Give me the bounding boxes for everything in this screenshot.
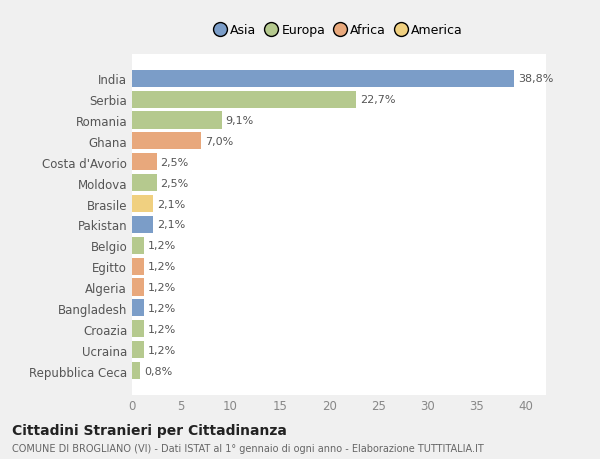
Text: 1,2%: 1,2%: [148, 324, 176, 334]
Text: 9,1%: 9,1%: [226, 116, 254, 126]
Text: 2,5%: 2,5%: [161, 178, 189, 188]
Text: 1,2%: 1,2%: [148, 262, 176, 272]
Text: 2,5%: 2,5%: [161, 157, 189, 168]
Legend: Asia, Europa, Africa, America: Asia, Europa, Africa, America: [215, 24, 463, 37]
Text: 22,7%: 22,7%: [359, 95, 395, 105]
Bar: [132, 258, 144, 275]
Text: 2,1%: 2,1%: [157, 220, 185, 230]
Bar: [132, 71, 514, 88]
Bar: [132, 154, 157, 171]
Text: 7,0%: 7,0%: [205, 137, 233, 146]
Bar: [132, 112, 222, 129]
Bar: [132, 216, 152, 234]
Text: 1,2%: 1,2%: [148, 282, 176, 292]
Bar: [132, 237, 144, 254]
Bar: [132, 320, 144, 338]
Bar: [132, 133, 201, 150]
Bar: [132, 362, 140, 379]
Text: COMUNE DI BROGLIANO (VI) - Dati ISTAT al 1° gennaio di ogni anno - Elaborazione : COMUNE DI BROGLIANO (VI) - Dati ISTAT al…: [12, 443, 484, 453]
Bar: [132, 341, 144, 358]
Text: 38,8%: 38,8%: [518, 74, 554, 84]
Text: 1,2%: 1,2%: [148, 345, 176, 355]
Bar: [132, 196, 152, 213]
Text: Cittadini Stranieri per Cittadinanza: Cittadini Stranieri per Cittadinanza: [12, 423, 287, 437]
Bar: [132, 300, 144, 317]
Text: 1,2%: 1,2%: [148, 303, 176, 313]
Bar: [132, 279, 144, 296]
Text: 0,8%: 0,8%: [144, 366, 172, 376]
Bar: [132, 91, 356, 108]
Text: 2,1%: 2,1%: [157, 199, 185, 209]
Bar: [132, 175, 157, 192]
Text: 1,2%: 1,2%: [148, 241, 176, 251]
